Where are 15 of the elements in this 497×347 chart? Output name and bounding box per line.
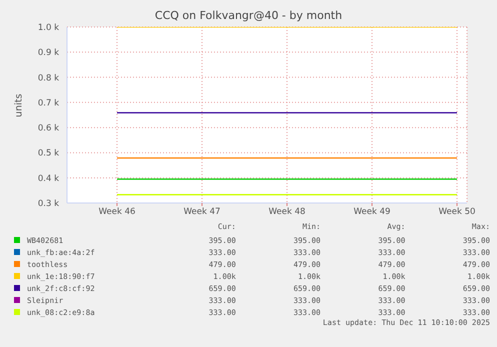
y-tick-label: 0.3 k xyxy=(38,199,60,210)
x-tick-label: Week 50 xyxy=(438,207,476,218)
y-tick-label: 0.4 k xyxy=(38,174,60,184)
chart-title: CCQ on Folkvangr@40 - by month xyxy=(154,9,344,22)
x-tick-label: Week 48 xyxy=(268,207,306,218)
y-tick-label: 1.0 k xyxy=(38,23,60,34)
x-tick-label: Week 49 xyxy=(354,207,390,218)
x-tick-label: Week 47 xyxy=(184,207,220,218)
x-tick-label: Week 46 xyxy=(98,207,136,218)
y-tick-label: 0.7 k xyxy=(38,98,60,108)
y-tick-label: 0.5 k xyxy=(38,148,60,159)
y-tick-label: 0.6 k xyxy=(38,124,60,134)
y-tick-label: 0.9 k xyxy=(38,48,60,58)
y-axis-title: units xyxy=(14,92,24,120)
y-tick-label: 0.8 k xyxy=(38,73,60,84)
